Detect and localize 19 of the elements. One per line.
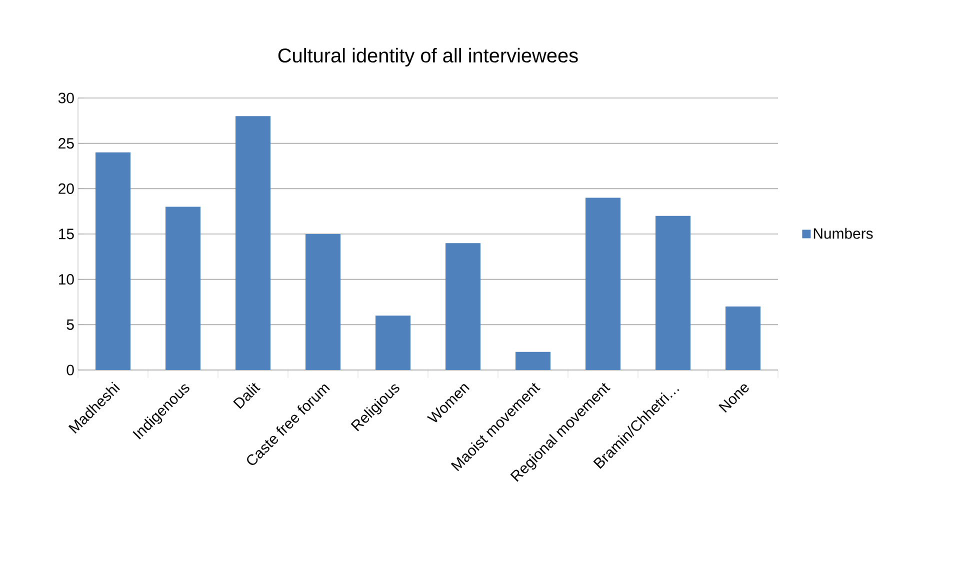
y-tick-label: 25 xyxy=(58,138,74,149)
bar xyxy=(236,116,271,370)
y-tick-label: 20 xyxy=(58,183,74,194)
bar xyxy=(376,316,411,370)
y-tick-label: 10 xyxy=(59,274,74,285)
bar xyxy=(516,352,551,370)
y-tick-label: 0 xyxy=(66,364,74,376)
bar xyxy=(96,152,130,370)
legend-label: Numbers xyxy=(814,228,873,239)
bar xyxy=(306,234,341,370)
bar xyxy=(446,243,481,370)
y-tick-label: 30 xyxy=(58,92,74,104)
chart-title: Cultural identity of all interviewees xyxy=(278,48,578,67)
bar xyxy=(656,216,691,370)
bar xyxy=(726,306,761,370)
y-tick-label: 15 xyxy=(59,228,74,240)
bar xyxy=(166,206,201,370)
bar xyxy=(586,198,621,370)
y-tick-label: 5 xyxy=(66,319,74,330)
